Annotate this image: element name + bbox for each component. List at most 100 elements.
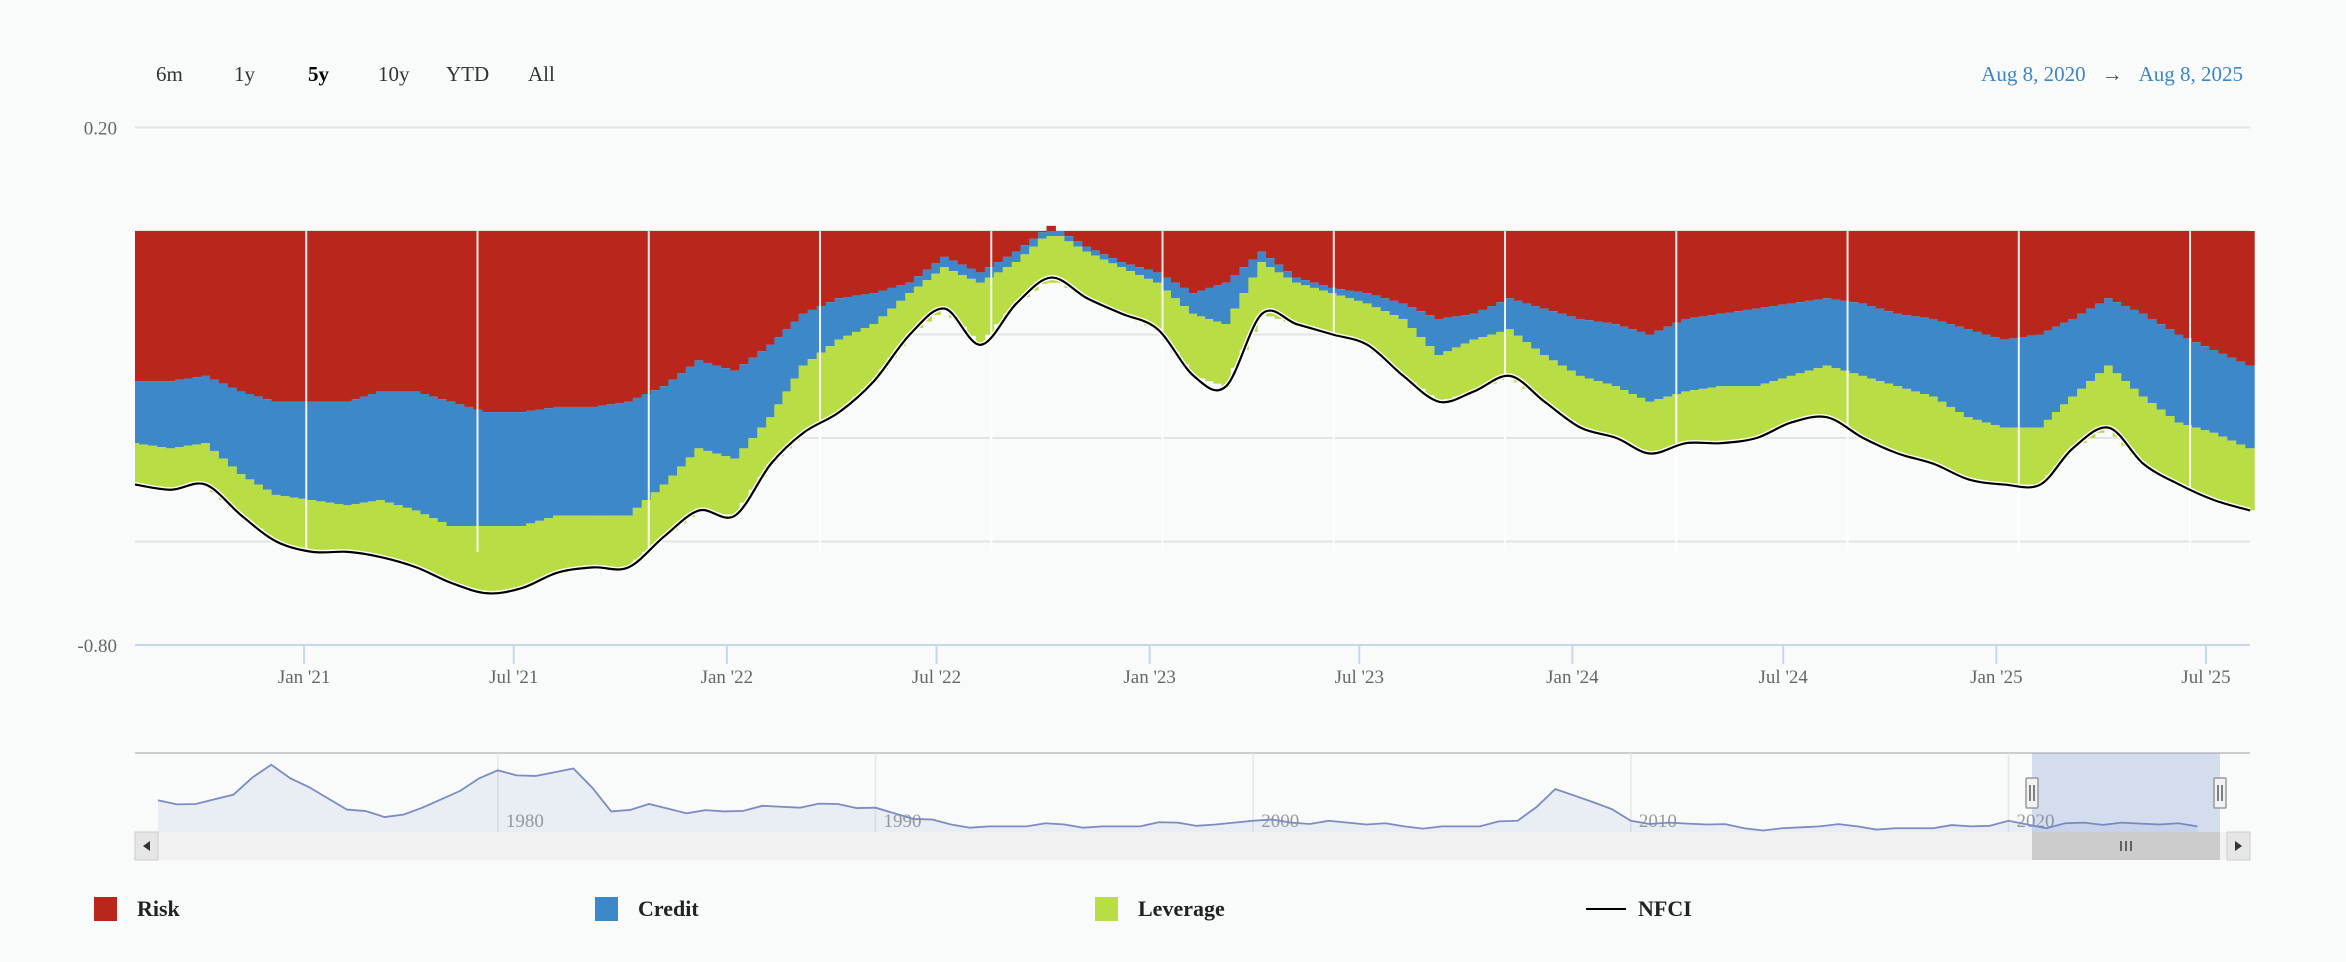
leverage-column: [650, 492, 661, 545]
credit-column: [157, 381, 167, 448]
leverage-column: [948, 271, 959, 318]
leverage-column: [1188, 313, 1199, 376]
risk-column: [712, 231, 722, 366]
leverage-column: [1029, 246, 1039, 291]
credit-column: [343, 401, 353, 506]
risk-column: [685, 231, 696, 367]
leverage-column: [334, 503, 344, 552]
legend-item-risk[interactable]: Risk: [94, 896, 180, 922]
leverage-column: [2165, 416, 2176, 480]
risk-column: [913, 231, 924, 277]
leverage-column: [473, 525, 483, 591]
risk-column: [825, 231, 835, 303]
risk-column: [1354, 231, 1364, 292]
risk-column: [1460, 231, 1470, 316]
legend-item-nfci[interactable]: NFCI: [1586, 896, 1692, 922]
risk-column: [1170, 231, 1181, 283]
leverage-column: [289, 497, 299, 547]
credit-column: [766, 344, 776, 418]
range-button-6m[interactable]: 6m: [156, 62, 183, 86]
legend-label: Credit: [638, 896, 699, 921]
leverage-column: [739, 448, 749, 503]
risk-column: [1230, 231, 1240, 275]
navigator-handle-left[interactable]: [2025, 777, 2039, 809]
leverage-column: [1663, 396, 1673, 449]
navigator-handle-right[interactable]: [2213, 777, 2227, 809]
leverage-column: [254, 484, 264, 529]
range-button-10y[interactable]: 10y: [378, 62, 410, 86]
legend-item-credit[interactable]: Credit: [595, 896, 699, 922]
range-button-5y[interactable]: 5y: [308, 62, 329, 86]
risk-column: [1742, 231, 1753, 310]
leverage-column: [307, 500, 317, 552]
leverage-column: [1162, 290, 1172, 341]
leverage-column: [343, 505, 353, 552]
leverage-column: [526, 523, 536, 585]
leverage-column: [721, 456, 731, 515]
leverage-column: [1205, 318, 1215, 382]
credit-column: [544, 408, 554, 519]
leverage-column: [730, 458, 740, 516]
range-button-all[interactable]: All: [528, 62, 555, 86]
credit-column: [1239, 267, 1249, 294]
credit-column: [1893, 313, 1903, 387]
leverage-column: [1011, 262, 1022, 304]
credit-column: [1990, 337, 2001, 426]
leverage-column: [966, 278, 977, 336]
credit-column: [316, 401, 326, 502]
risk-column: [1434, 231, 1444, 319]
risk-column: [2183, 231, 2193, 339]
risk-column: [1575, 231, 1586, 319]
leverage-column: [588, 515, 599, 568]
credit-column: [1566, 316, 1577, 371]
risk-column: [1654, 231, 1664, 331]
credit-column: [2103, 298, 2114, 366]
leverage-column: [1327, 293, 1338, 335]
credit-column: [913, 276, 924, 287]
risk-column: [851, 231, 862, 296]
leverage-column: [766, 417, 776, 464]
leverage-column: [1371, 307, 1382, 353]
date-to-input[interactable]: Aug 8, 2025: [2138, 62, 2243, 86]
risk-column: [579, 231, 590, 407]
credit-column: [1858, 303, 1868, 376]
credit-column: [730, 370, 740, 459]
leverage-column: [1091, 255, 1101, 303]
leverage-column: [1179, 306, 1190, 365]
credit-column: [254, 396, 264, 485]
credit-column: [482, 412, 492, 526]
leverage-column: [1108, 263, 1118, 310]
leverage-column: [351, 503, 361, 554]
leverage-column: [1213, 321, 1223, 384]
date-from-input[interactable]: Aug 8, 2020: [1981, 62, 2086, 86]
credit-column: [393, 391, 404, 506]
legend-item-leverage[interactable]: Leverage: [1095, 896, 1225, 922]
credit-column: [782, 329, 792, 392]
leverage-column: [1099, 259, 1110, 307]
credit-column: [1153, 272, 1163, 283]
leverage-column: [1197, 316, 1207, 379]
risk-column: [1769, 231, 1779, 307]
risk-column: [1257, 231, 1267, 252]
leverage-column: [446, 525, 456, 583]
credit-column: [139, 381, 149, 445]
credit-column: [1274, 264, 1285, 273]
risk-column: [571, 231, 581, 407]
risk-column: [1636, 231, 1647, 332]
range-button-ytd[interactable]: YTD: [446, 62, 490, 86]
leverage-column: [1593, 381, 1604, 433]
leverage-column: [659, 484, 670, 537]
credit-column: [1636, 331, 1647, 398]
risk-column: [1002, 231, 1013, 257]
credit-column: [2183, 338, 2193, 426]
credit-column: [1505, 298, 1515, 330]
credit-column: [1099, 254, 1110, 260]
risk-column: [2035, 231, 2046, 335]
risk-column: [2051, 231, 2062, 327]
risk-column: [2086, 231, 2096, 309]
range-button-1y[interactable]: 1y: [234, 62, 255, 86]
scrollbar[interactable]: [134, 831, 2251, 861]
credit-column: [975, 272, 986, 283]
leverage-column: [1681, 391, 1691, 444]
risk-column: [1813, 231, 1823, 300]
